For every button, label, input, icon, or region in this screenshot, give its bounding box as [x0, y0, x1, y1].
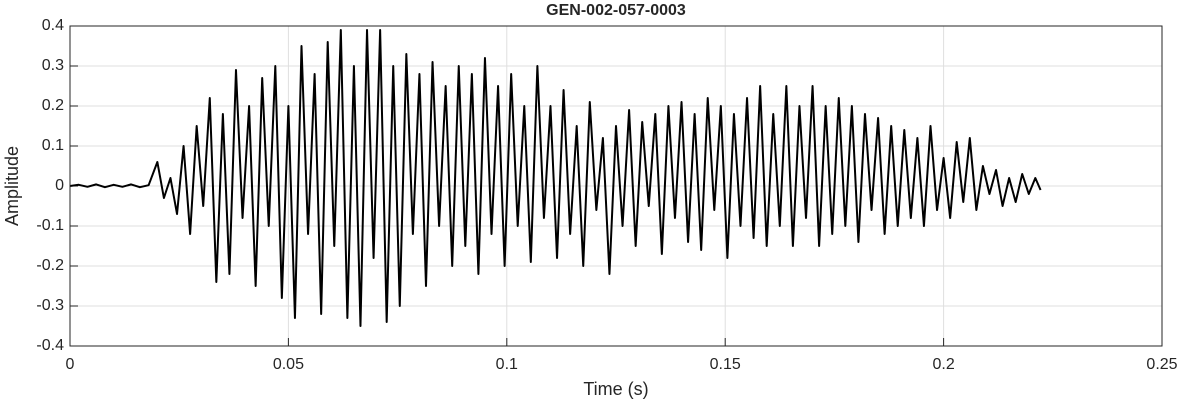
y-tick-label: -0.3	[36, 297, 64, 314]
y-tick-label: 0.3	[42, 57, 64, 74]
x-tick-label: 0	[66, 356, 75, 373]
x-axis-label: Time (s)	[583, 379, 648, 399]
y-tick-label: 0.1	[42, 137, 64, 154]
waveform-line	[69, 29, 1042, 327]
x-tick-label: 0.25	[1146, 356, 1177, 373]
x-tick-label: 0.2	[932, 356, 954, 373]
x-tick-label: 0.05	[273, 356, 304, 373]
y-tick-label: 0.4	[42, 17, 64, 34]
chart-title: GEN-002-057-0003	[546, 2, 686, 19]
y-axis-label: Amplitude	[2, 146, 22, 226]
y-tick-label: 0	[55, 177, 64, 194]
y-tick-label: -0.4	[36, 337, 64, 354]
y-tick-label: 0.2	[42, 97, 64, 114]
plot-frame	[69, 25, 1163, 347]
y-tick-label: -0.2	[36, 257, 64, 274]
x-tick-label: 0.15	[710, 356, 741, 373]
y-tick-label: -0.1	[36, 217, 64, 234]
x-tick-label: 0.1	[496, 356, 518, 373]
